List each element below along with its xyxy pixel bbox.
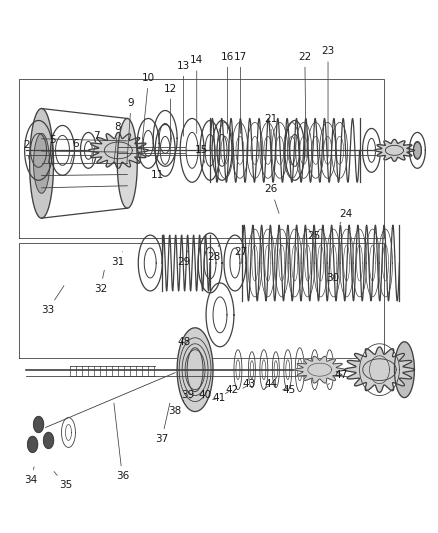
Text: 42: 42	[225, 385, 238, 395]
Text: 28: 28	[207, 245, 220, 262]
Text: 31: 31	[111, 252, 124, 267]
Text: 45: 45	[281, 385, 295, 395]
Text: 16: 16	[220, 52, 233, 134]
Text: 24: 24	[338, 209, 351, 224]
Text: 23: 23	[321, 46, 334, 157]
Text: 38: 38	[168, 400, 183, 416]
Text: 40: 40	[198, 390, 212, 400]
Text: 25: 25	[306, 231, 319, 241]
Text: 36: 36	[113, 403, 129, 481]
Text: 2: 2	[23, 140, 30, 163]
Text: 34: 34	[24, 467, 37, 485]
Text: 26: 26	[264, 184, 279, 213]
Text: 33: 33	[41, 286, 64, 315]
Text: 15: 15	[194, 144, 207, 163]
Text: 8: 8	[113, 122, 121, 163]
Text: 13: 13	[177, 61, 190, 136]
Text: 6: 6	[71, 139, 79, 163]
Text: 10: 10	[140, 73, 155, 163]
Polygon shape	[34, 416, 43, 432]
Text: 27: 27	[233, 241, 247, 256]
Text: 32: 32	[94, 270, 107, 294]
Text: 9: 9	[127, 98, 134, 163]
Polygon shape	[374, 140, 413, 161]
Text: 41: 41	[212, 393, 225, 403]
Text: 48: 48	[177, 337, 190, 347]
Text: 11: 11	[150, 166, 164, 180]
Polygon shape	[28, 437, 38, 453]
Polygon shape	[34, 133, 49, 193]
Polygon shape	[294, 356, 344, 383]
Polygon shape	[29, 109, 53, 218]
Text: 22: 22	[297, 52, 311, 157]
Text: 21: 21	[264, 114, 277, 157]
Text: 5: 5	[48, 135, 56, 163]
Text: 39: 39	[181, 390, 194, 400]
Text: 12: 12	[163, 84, 177, 142]
Text: 14: 14	[190, 55, 203, 134]
Text: 35: 35	[54, 472, 72, 490]
Text: 44: 44	[264, 379, 277, 390]
Polygon shape	[88, 132, 148, 168]
Text: 17: 17	[233, 52, 247, 134]
Polygon shape	[413, 142, 420, 158]
Text: 7: 7	[92, 131, 99, 163]
Polygon shape	[394, 342, 413, 398]
Polygon shape	[117, 118, 137, 208]
Text: 43: 43	[242, 379, 255, 390]
Polygon shape	[344, 347, 413, 392]
Text: 29: 29	[177, 251, 190, 267]
Polygon shape	[177, 328, 212, 411]
Text: 30: 30	[325, 268, 338, 283]
Text: 37: 37	[155, 403, 170, 444]
Polygon shape	[43, 432, 53, 448]
Text: 47: 47	[327, 370, 347, 384]
